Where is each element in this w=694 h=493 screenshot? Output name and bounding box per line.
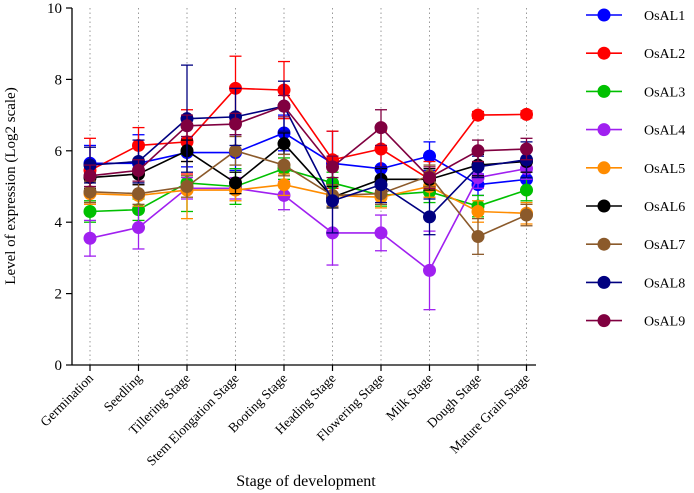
legend-item-OsAL5: OsAL5: [586, 161, 685, 177]
x-tick-label: Germination: [37, 370, 96, 429]
data-point: [471, 160, 485, 174]
data-point: [520, 208, 533, 222]
y-tick-label: 6: [55, 144, 63, 160]
series-OsAL8: [83, 64, 533, 236]
data-point: [374, 226, 388, 240]
data-point: [277, 178, 291, 192]
data-point: [520, 183, 533, 197]
data-point: [374, 121, 388, 135]
legend-label: OsAL2: [644, 47, 685, 62]
y-axis-title: Level of expression (Log2 scale): [3, 87, 19, 284]
data-point: [471, 229, 485, 243]
data-point: [520, 107, 533, 121]
data-point: [277, 99, 291, 113]
data-point: [471, 108, 485, 122]
y-tick-label: 8: [55, 72, 63, 88]
series-line: [89, 149, 527, 238]
data-point: [326, 160, 339, 174]
series: [83, 55, 533, 311]
legend-label: OsAL8: [644, 276, 685, 291]
x-axis-title: Stage of development: [236, 473, 376, 490]
legend-label: OsAL5: [644, 162, 685, 177]
series-line: [89, 105, 527, 218]
legend-label: OsAL7: [644, 238, 685, 253]
data-point: [83, 204, 97, 218]
series-line: [89, 183, 527, 215]
data-point: [277, 158, 291, 172]
legend-label: OsAL3: [644, 85, 685, 100]
legend-marker: [597, 199, 611, 213]
data-point: [423, 171, 436, 185]
y-tick-label: 0: [55, 358, 63, 374]
data-point: [83, 169, 97, 183]
series-line: [89, 105, 527, 179]
data-point: [132, 221, 145, 235]
data-point: [471, 144, 485, 158]
legend-marker: [597, 8, 611, 22]
data-point: [132, 187, 145, 201]
legend-marker: [597, 161, 611, 175]
legend-item-OsAL4: OsAL4: [586, 123, 685, 139]
series-line: [90, 132, 527, 186]
data-point: [83, 231, 97, 245]
y-ticks: 0 2 4 6 8 10: [47, 1, 72, 374]
series-OsAL1: [83, 114, 533, 197]
y-tick-label: 10: [47, 1, 62, 17]
legend-item-OsAL2: OsAL2: [586, 46, 685, 62]
series-line: [89, 167, 527, 272]
axes: [71, 8, 536, 366]
legend-item-OsAL9: OsAL9: [586, 314, 685, 330]
data-point: [229, 117, 242, 131]
legend-marker: [597, 123, 611, 137]
legend-marker: [597, 275, 611, 289]
x-tick-label: Seedling: [101, 370, 145, 414]
data-point: [423, 210, 436, 224]
legend-label: OsAL6: [644, 200, 685, 215]
data-point: [423, 263, 436, 277]
data-point: [277, 137, 291, 151]
data-point: [180, 119, 194, 133]
legend-item-OsAL8: OsAL8: [586, 275, 685, 291]
legend-label: OsAL9: [644, 315, 685, 330]
series-line: [89, 142, 527, 199]
legend-item-OsAL1: OsAL1: [586, 8, 685, 24]
x-tick-label: Stem Elongation Stage: [144, 371, 242, 469]
data-point: [180, 180, 194, 193]
data-point: [520, 142, 533, 156]
data-point: [132, 163, 145, 177]
legend-marker: [597, 46, 611, 60]
legend-item-OsAL6: OsAL6: [586, 199, 685, 215]
legend-label: OsAL4: [644, 124, 685, 139]
data-point: [374, 178, 388, 192]
data-point: [326, 194, 339, 208]
legend: OsAL1 OsAL2 OsAL3 OsAL4 OsAL5 OsAL6 OsAL7 OsAL8…: [586, 8, 685, 330]
series-OsAL3: [83, 153, 533, 223]
grid-lines: [89, 8, 527, 365]
data-point: [423, 149, 436, 163]
legend-marker: [597, 84, 611, 98]
y-tick-label: 4: [55, 215, 63, 231]
series-line: [89, 87, 527, 181]
legend-label: OsAL1: [644, 9, 685, 24]
data-point: [229, 144, 242, 158]
legend-item-OsAL7: OsAL7: [586, 237, 685, 253]
y-tick-label: 2: [55, 287, 63, 303]
data-point: [229, 176, 242, 190]
series-OsAL9: [83, 94, 533, 189]
data-point: [83, 185, 97, 199]
data-point: [471, 204, 485, 218]
legend-marker: [597, 237, 611, 251]
legend-item-OsAL3: OsAL3: [586, 84, 685, 100]
legend-marker: [597, 314, 611, 328]
